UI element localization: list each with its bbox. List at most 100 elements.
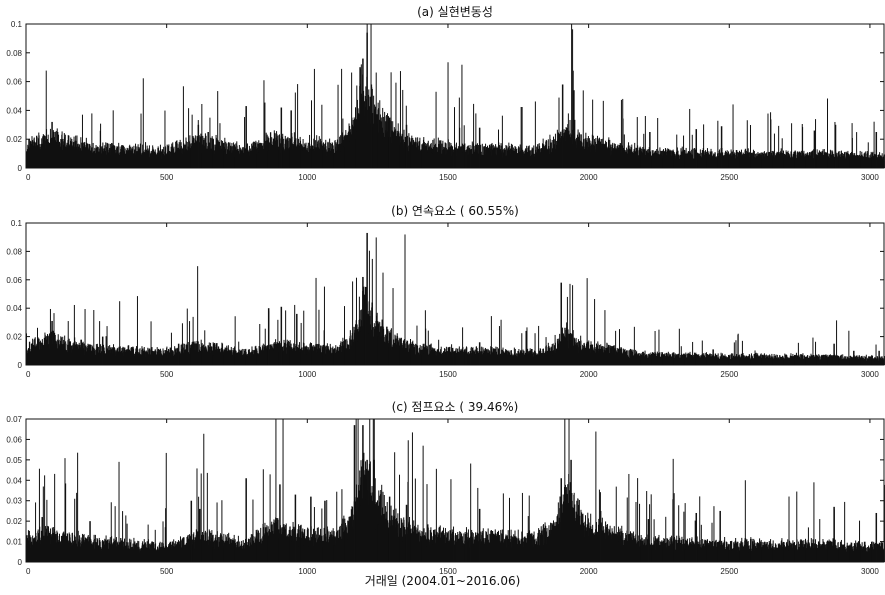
series-bar — [244, 117, 246, 168]
series-bar — [390, 328, 392, 365]
series-bar — [122, 346, 124, 365]
series-bar — [877, 154, 879, 168]
spike-bar — [362, 58, 364, 169]
series-bar — [620, 99, 622, 168]
series-bar — [425, 328, 427, 365]
series-bar — [303, 310, 305, 365]
series-bar — [577, 339, 579, 365]
series-bar — [212, 342, 214, 365]
series-bar — [730, 354, 732, 365]
spike-bar — [366, 32, 368, 168]
x-tick-label: 1500 — [439, 173, 457, 182]
series-bar — [84, 309, 86, 365]
series-bar — [455, 142, 457, 168]
series-bar — [633, 326, 635, 365]
spike-bar — [245, 106, 247, 168]
series-bar — [636, 117, 638, 168]
x-tick-label: 1000 — [298, 173, 316, 182]
series-bar — [112, 110, 114, 168]
series-bar — [404, 234, 406, 365]
series-bar — [685, 352, 687, 365]
series-bar — [873, 121, 875, 168]
series-bar — [542, 348, 544, 365]
series-bar — [692, 341, 694, 365]
series-bar — [657, 118, 659, 168]
bars-group — [26, 24, 885, 169]
series-bar — [435, 91, 437, 168]
series-bar — [95, 344, 97, 365]
series-bar — [689, 108, 691, 168]
series-bar — [294, 304, 296, 365]
series-bar — [352, 281, 354, 365]
series-bar — [450, 143, 452, 168]
series-bar — [430, 344, 432, 365]
series-bar — [673, 352, 675, 365]
series-bar — [461, 64, 463, 168]
series-bar — [733, 342, 735, 365]
series-bar — [526, 327, 528, 365]
series-bar — [140, 113, 142, 168]
series-bar — [520, 106, 522, 168]
series-bar — [678, 328, 680, 365]
series-bar — [692, 148, 694, 168]
spike-bar — [695, 129, 698, 168]
series-bar — [549, 138, 551, 168]
x-tick-label: 2000 — [580, 173, 598, 182]
series-bar — [498, 326, 500, 365]
panel-title: (a) 실현변동성 — [417, 5, 493, 19]
series-bar — [370, 310, 372, 365]
series-bar — [136, 296, 138, 365]
series-bar — [558, 97, 560, 168]
series-bar — [344, 306, 346, 365]
series-bar — [263, 80, 265, 168]
x-tick-label: 2500 — [720, 173, 738, 182]
series-bar — [624, 348, 626, 365]
spike-bar — [834, 124, 837, 168]
series-bar — [142, 78, 144, 168]
series-bar — [501, 115, 503, 168]
series-bar — [586, 278, 588, 365]
series-bar — [270, 132, 272, 168]
series-bar — [100, 123, 102, 168]
series-bar — [883, 154, 885, 168]
series-bar — [191, 114, 193, 168]
series-bar — [760, 354, 762, 365]
series-bar — [45, 70, 47, 168]
series-bar — [623, 134, 625, 168]
series-bar — [277, 319, 279, 365]
panel-title: (b) 연속요소 ( 60.55%) — [391, 204, 519, 218]
series-bar — [475, 113, 477, 168]
series-bar — [166, 346, 168, 365]
series-bar — [534, 333, 536, 365]
series-bar — [355, 277, 357, 365]
series-bar — [164, 110, 166, 168]
spike-bar — [875, 132, 878, 168]
series-bar — [851, 137, 853, 168]
series-bar — [375, 237, 377, 365]
series-bar — [454, 107, 456, 168]
series-bar — [36, 327, 38, 365]
series-bar — [197, 266, 199, 365]
series-bar — [186, 308, 188, 365]
series-bar — [737, 333, 739, 365]
series-bar — [729, 354, 731, 365]
series-bar — [538, 325, 540, 365]
series-bar — [392, 288, 394, 365]
series-bar — [681, 146, 683, 168]
series-bar — [525, 330, 527, 365]
series-bar — [416, 325, 418, 365]
series-bar — [654, 331, 656, 365]
series-bar — [802, 127, 804, 168]
series-bar — [259, 324, 261, 365]
series-bar — [93, 310, 95, 365]
series-bar — [377, 108, 379, 168]
series-bar — [337, 84, 339, 168]
spike-bar — [290, 110, 292, 168]
series-bar — [26, 333, 27, 365]
series-bar — [91, 113, 93, 168]
series-bar — [572, 29, 574, 168]
series-bar — [427, 330, 429, 365]
